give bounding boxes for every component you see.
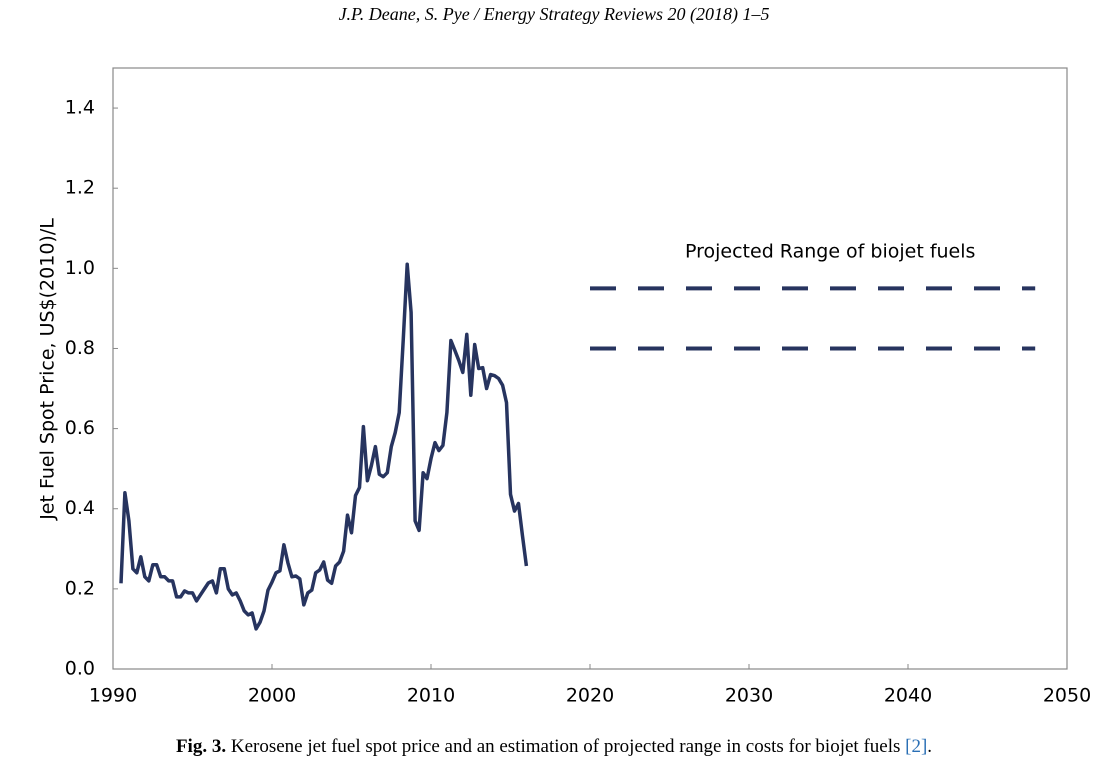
- x-tick-label: 1990: [89, 685, 137, 707]
- x-tick-label: 2010: [407, 685, 455, 707]
- y-tick-label: 0.2: [65, 577, 95, 599]
- y-tick-label: 0.6: [65, 417, 95, 439]
- plot-frame: [112, 67, 1068, 670]
- x-tick-label: 2030: [725, 685, 773, 707]
- x-tick-label: 2050: [1043, 685, 1091, 707]
- caption-ref[interactable]: [2]: [905, 736, 927, 757]
- x-tick-label: 2020: [566, 685, 614, 707]
- caption-label: Fig. 3.: [176, 736, 226, 757]
- y-tick-label: 0.0: [65, 658, 95, 680]
- annotation: Projected Range of biojet fuels: [685, 241, 975, 263]
- running-header: J.P. Deane, S. Pye / Energy Strategy Rev…: [339, 4, 770, 25]
- x-tick-label: 2000: [248, 685, 296, 707]
- x-tick-label: 2040: [884, 685, 932, 707]
- y-tick-label: 1.0: [65, 257, 95, 279]
- y-tick-label: 0.8: [65, 337, 95, 359]
- y-axis-label: Jet Fuel Spot Price, US$(2010)/L: [37, 218, 59, 521]
- y-tick-label: 0.4: [65, 497, 95, 519]
- y-tick-label: 1.2: [65, 177, 95, 199]
- caption-end: .: [927, 736, 932, 757]
- caption: Fig. 3. Kerosene jet fuel spot price and…: [176, 736, 932, 757]
- price-line: [119, 262, 529, 631]
- caption-text: Kerosene jet fuel spot price and an esti…: [231, 736, 901, 757]
- y-tick-label: 1.4: [65, 97, 95, 119]
